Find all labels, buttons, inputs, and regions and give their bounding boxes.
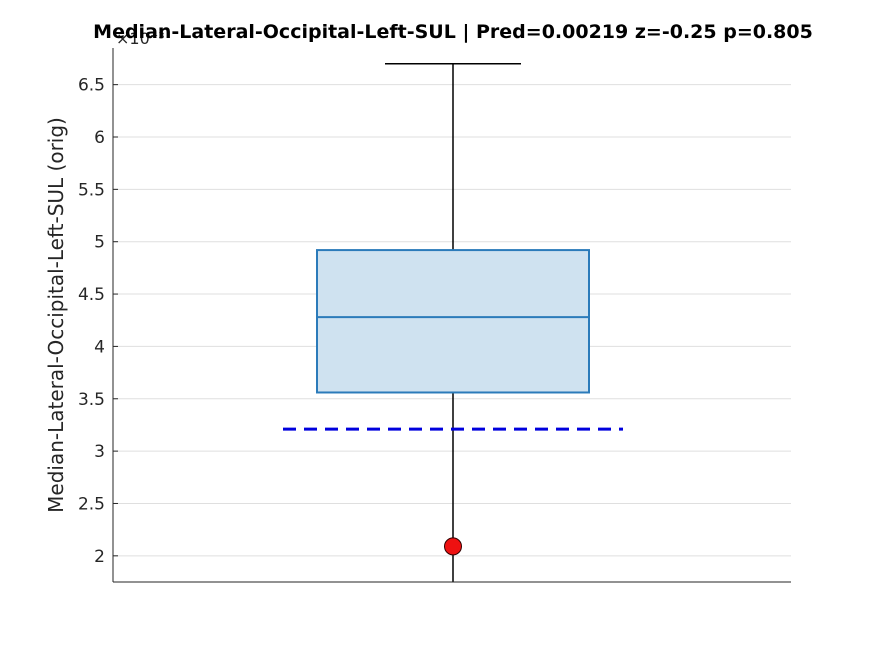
y-tick-label: 5 (94, 233, 105, 253)
y-tick-label: 6 (94, 128, 105, 148)
y-tick-label: 5.5 (78, 180, 105, 200)
chart-title: Median-Lateral-Occipital-Left-SUL | Pred… (93, 21, 813, 43)
iqr-box (316, 249, 590, 394)
y-axis: 2 2.5 3 3.5 4 4.5 5 5.5 6 6.5 (78, 48, 791, 583)
y-tick-label: 2 (94, 547, 105, 567)
box-plot (316, 62, 590, 582)
y-tick-label: 4 (94, 337, 105, 357)
y-exponent-label: ×10⁻³ (116, 29, 165, 48)
y-tick-label: 3 (94, 442, 105, 462)
y-tick-label: 2.5 (78, 494, 105, 514)
prediction-point (444, 537, 462, 556)
y-axis-label: Median-Lateral-Occipital-Left-SUL (orig) (44, 117, 68, 513)
y-tick-label: 3.5 (78, 390, 105, 410)
y-tick-label: 6.5 (78, 76, 105, 96)
y-tick-label: 4.5 (78, 285, 105, 305)
annotations (283, 427, 623, 556)
